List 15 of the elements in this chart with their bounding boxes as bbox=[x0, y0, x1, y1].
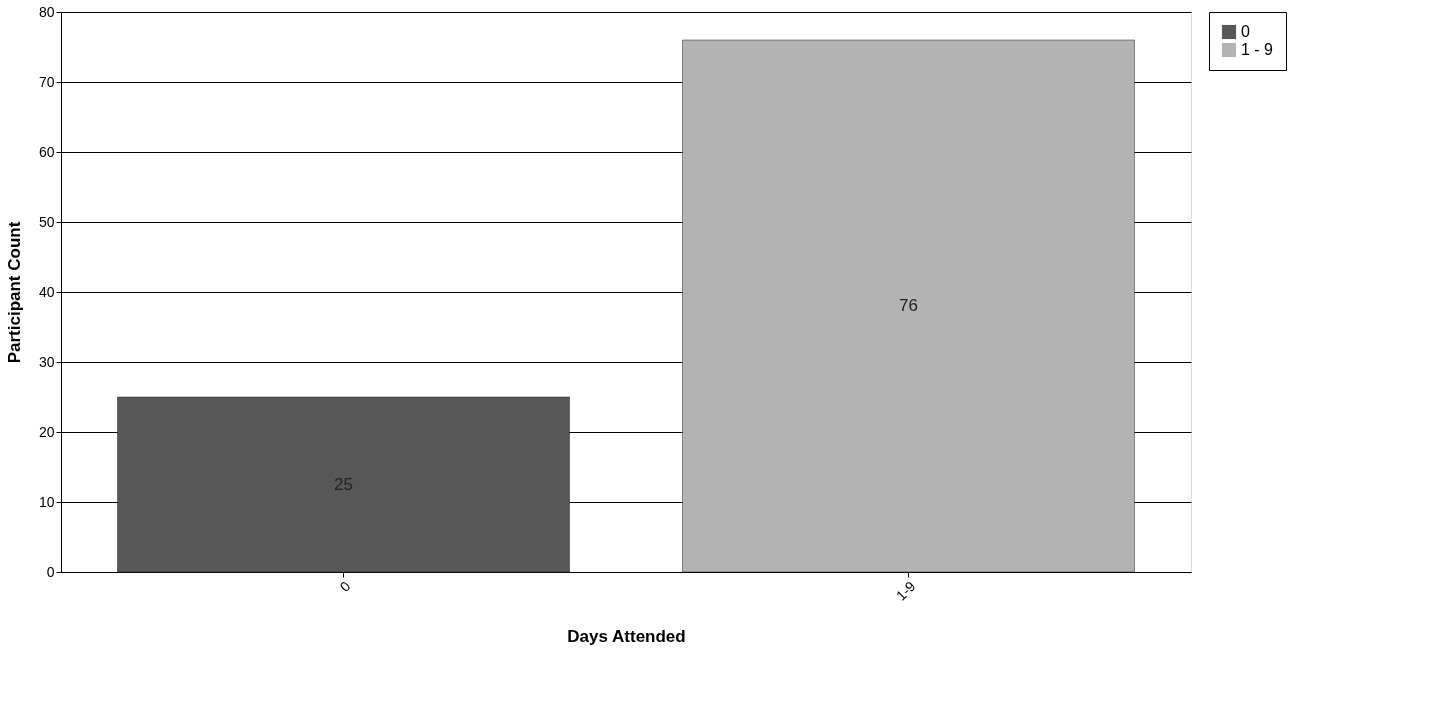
data-label: 76 bbox=[899, 296, 918, 315]
y-tick-label: 70 bbox=[38, 73, 55, 90]
x-axis-title: Days Attended bbox=[567, 626, 686, 646]
y-tick-label: 0 bbox=[46, 563, 55, 580]
y-tick-label: 20 bbox=[38, 423, 55, 440]
y-tick-label: 50 bbox=[38, 213, 55, 230]
y-tick-label: 40 bbox=[38, 283, 55, 300]
y-axis-title: Participant Count bbox=[4, 221, 24, 364]
y-tick-label: 30 bbox=[38, 353, 55, 370]
x-tick-label: 1-9 bbox=[892, 577, 919, 604]
legend-label: 1 - 9 bbox=[1241, 41, 1274, 58]
legend-label: 0 bbox=[1241, 23, 1250, 40]
y-tick-label: 10 bbox=[38, 493, 55, 510]
y-tick-label: 80 bbox=[38, 3, 55, 20]
y-tick-label: 60 bbox=[38, 143, 55, 160]
